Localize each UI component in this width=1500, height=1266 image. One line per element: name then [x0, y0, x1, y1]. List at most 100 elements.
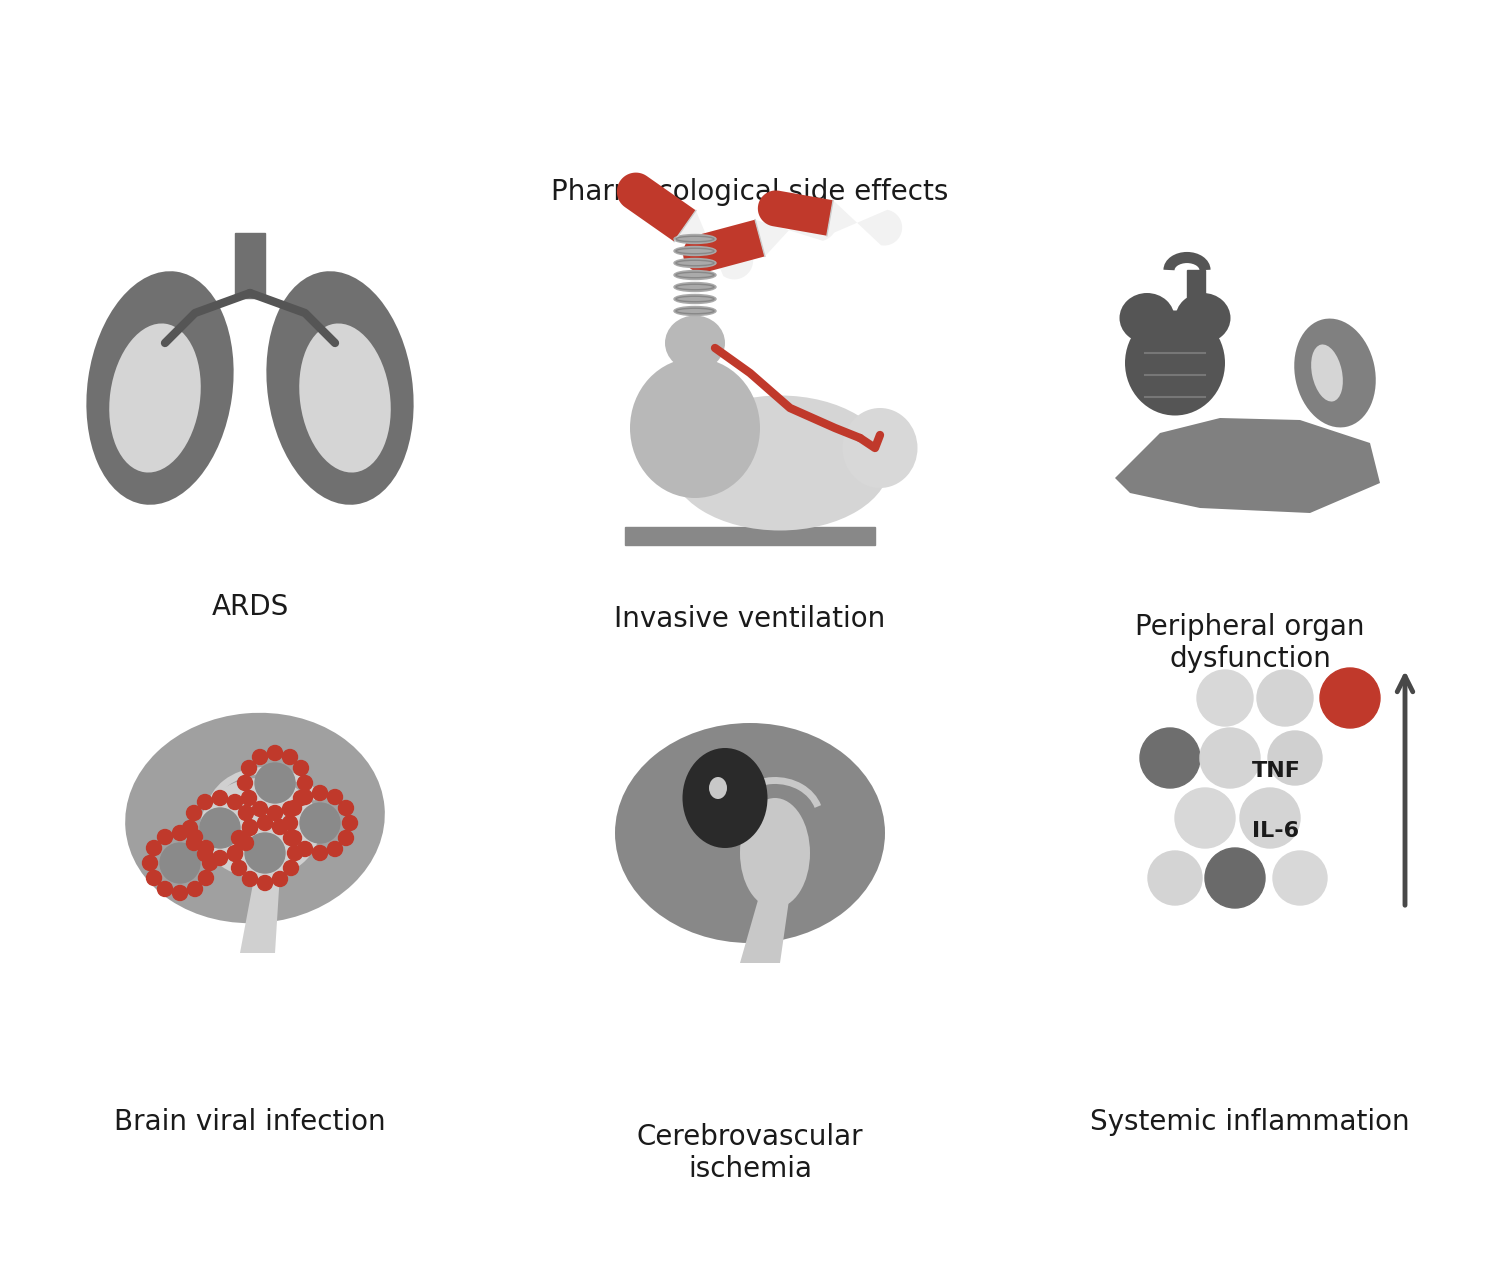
Circle shape — [243, 871, 258, 886]
Circle shape — [202, 856, 217, 871]
Circle shape — [258, 815, 273, 830]
Text: TNF: TNF — [1252, 761, 1300, 781]
Ellipse shape — [267, 271, 414, 505]
Circle shape — [297, 790, 312, 804]
Circle shape — [1257, 670, 1312, 725]
Polygon shape — [758, 190, 833, 235]
Ellipse shape — [674, 295, 716, 304]
Circle shape — [282, 815, 297, 830]
Circle shape — [1148, 851, 1202, 905]
Circle shape — [258, 876, 273, 890]
Bar — [626, 527, 874, 544]
Circle shape — [158, 829, 172, 844]
Text: ARDS: ARDS — [211, 592, 288, 622]
Circle shape — [312, 785, 327, 800]
Ellipse shape — [710, 777, 728, 799]
Text: Brain viral infection: Brain viral infection — [114, 1108, 386, 1136]
Circle shape — [142, 856, 158, 871]
Polygon shape — [754, 204, 837, 256]
Circle shape — [282, 749, 297, 765]
Circle shape — [242, 790, 256, 805]
Ellipse shape — [674, 234, 716, 243]
Circle shape — [284, 861, 298, 876]
Bar — [236, 233, 266, 298]
Circle shape — [244, 833, 285, 874]
Circle shape — [158, 881, 172, 896]
Circle shape — [188, 829, 202, 844]
Ellipse shape — [200, 779, 320, 879]
Circle shape — [1200, 728, 1260, 787]
Circle shape — [284, 830, 298, 846]
Circle shape — [282, 801, 297, 817]
Circle shape — [255, 763, 296, 803]
Circle shape — [252, 801, 267, 817]
Circle shape — [186, 836, 201, 851]
Circle shape — [243, 819, 258, 834]
Polygon shape — [240, 874, 280, 953]
Ellipse shape — [1311, 344, 1342, 401]
Circle shape — [228, 847, 243, 861]
Circle shape — [243, 820, 258, 836]
Ellipse shape — [674, 282, 716, 291]
Circle shape — [327, 790, 342, 804]
Circle shape — [198, 847, 213, 861]
Circle shape — [294, 790, 309, 805]
Circle shape — [242, 761, 256, 776]
Circle shape — [186, 805, 201, 820]
Polygon shape — [827, 200, 902, 246]
Circle shape — [1240, 787, 1300, 848]
Text: Invasive ventilation: Invasive ventilation — [615, 605, 885, 633]
Circle shape — [172, 825, 188, 841]
Ellipse shape — [674, 271, 716, 280]
Ellipse shape — [1294, 319, 1376, 428]
Circle shape — [339, 830, 354, 846]
Ellipse shape — [682, 748, 768, 848]
Ellipse shape — [1125, 310, 1226, 415]
Circle shape — [286, 830, 302, 846]
Ellipse shape — [674, 247, 716, 256]
Ellipse shape — [664, 315, 724, 371]
Circle shape — [297, 842, 312, 857]
Ellipse shape — [740, 798, 810, 908]
Circle shape — [147, 841, 162, 856]
Ellipse shape — [124, 713, 386, 923]
Ellipse shape — [298, 324, 392, 472]
Circle shape — [327, 842, 342, 857]
Circle shape — [231, 830, 246, 846]
Circle shape — [238, 836, 254, 851]
Circle shape — [198, 871, 213, 885]
Circle shape — [312, 846, 327, 861]
Circle shape — [1320, 668, 1380, 728]
Polygon shape — [616, 172, 696, 242]
Ellipse shape — [110, 324, 201, 472]
Circle shape — [198, 841, 213, 856]
Text: Cerebrovascular
ischemia: Cerebrovascular ischemia — [636, 1123, 864, 1184]
Circle shape — [273, 871, 288, 886]
Circle shape — [213, 790, 228, 805]
Ellipse shape — [630, 358, 760, 498]
Circle shape — [286, 800, 302, 815]
Circle shape — [231, 861, 246, 876]
Circle shape — [228, 846, 243, 861]
Polygon shape — [674, 210, 753, 280]
Circle shape — [1204, 848, 1264, 908]
Ellipse shape — [1119, 292, 1174, 343]
Circle shape — [252, 749, 267, 765]
Circle shape — [297, 776, 312, 790]
Circle shape — [188, 881, 202, 896]
Circle shape — [228, 795, 243, 809]
Circle shape — [1268, 730, 1322, 785]
Polygon shape — [682, 219, 765, 272]
Circle shape — [339, 800, 354, 815]
Ellipse shape — [674, 306, 716, 315]
Circle shape — [200, 808, 240, 848]
Circle shape — [300, 803, 340, 843]
Circle shape — [172, 885, 188, 900]
Text: IL-6: IL-6 — [1252, 820, 1299, 841]
Circle shape — [238, 805, 254, 820]
Text: Peripheral organ
dysfunction: Peripheral organ dysfunction — [1136, 613, 1365, 674]
Ellipse shape — [87, 271, 234, 505]
Circle shape — [1140, 728, 1200, 787]
Circle shape — [213, 851, 228, 866]
Circle shape — [160, 843, 200, 882]
